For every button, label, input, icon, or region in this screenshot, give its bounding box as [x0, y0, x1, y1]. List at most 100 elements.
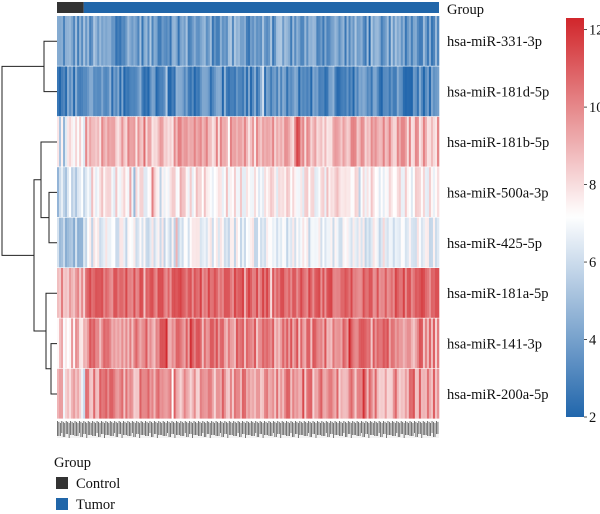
heatmap-cell [225, 217, 229, 268]
heatmap-cell [197, 368, 201, 419]
heatmap-cell [209, 217, 213, 268]
heatmap-cell [382, 116, 386, 167]
heatmap-cell [378, 268, 381, 318]
heatmap-cell [352, 66, 355, 117]
colname-mark [396, 421, 398, 433]
colname-mark [416, 423, 418, 437]
dendrogram-branch [50, 343, 57, 395]
heatmap-cell [179, 217, 182, 268]
heatmap-cell [67, 66, 70, 117]
heatmap-cell [256, 268, 259, 318]
heatmap-cell [332, 16, 335, 66]
heatmap-cell [306, 116, 309, 167]
heatmap-cell [137, 16, 140, 66]
heatmap-cell [63, 268, 66, 318]
heatmap-cell [167, 116, 170, 167]
heatmap-cell [241, 167, 245, 217]
heatmap-cell [392, 66, 396, 117]
heatmap-cell [328, 268, 331, 318]
heatmap-cell [227, 66, 231, 117]
heatmap-cell [173, 116, 176, 167]
heatmap-cell [272, 16, 275, 66]
colname-mark [281, 421, 283, 435]
heatmap-cell [260, 268, 263, 318]
colname-mark [156, 423, 158, 438]
heatmap-cell [239, 167, 243, 217]
heatmap-cell [332, 116, 335, 167]
heatmap-cell [167, 217, 170, 268]
heatmap-cell [430, 368, 434, 419]
heatmap-cell [406, 16, 410, 66]
heatmap-cell [175, 268, 178, 318]
heatmap-cell [231, 318, 235, 369]
heatmap-cell [189, 66, 192, 117]
heatmap-cell [390, 66, 394, 117]
heatmap-cell [360, 368, 363, 419]
heatmap-cell [258, 268, 261, 318]
heatmap-cell [133, 318, 136, 369]
heatmap-cell [248, 66, 251, 117]
heatmap-cell [153, 66, 156, 117]
heatmap-cell [159, 66, 162, 117]
heatmap-cell [237, 167, 241, 217]
heatmap-cell [223, 16, 227, 66]
colname-mark [212, 422, 214, 435]
heatmap-cell [85, 217, 88, 268]
heatmap-cell [318, 16, 321, 66]
heatmap-cell [163, 66, 166, 117]
heatmap-cell [422, 16, 426, 66]
heatmap-cell [344, 167, 347, 217]
heatmap-cell [414, 66, 418, 117]
colname-mark [322, 422, 324, 436]
heatmap-cell [296, 318, 299, 369]
colname-mark [99, 423, 101, 437]
heatmap-cell [296, 268, 299, 318]
heatmap-cell [400, 318, 404, 369]
column-names-strip [57, 421, 439, 438]
heatmap-cell [121, 217, 124, 268]
heatmap-cell [237, 66, 241, 117]
heatmap-cell [115, 66, 118, 117]
heatmap-cell [163, 318, 166, 369]
heatmap-cell [141, 217, 144, 268]
heatmap-cell [274, 66, 277, 117]
heatmap-cell [276, 368, 279, 419]
heatmap-cell [348, 116, 351, 167]
heatmap-cell [348, 268, 351, 318]
heatmap-cell [157, 217, 160, 268]
heatmap-cell [207, 217, 211, 268]
heatmap-cell [342, 318, 345, 369]
heatmap-cell [123, 217, 126, 268]
heatmap-cell [123, 167, 126, 217]
heatmap-cell [237, 368, 241, 419]
heatmap-cell [258, 318, 261, 369]
heatmap-cell [318, 318, 321, 369]
row-label: hsa-miR-331-3p [447, 34, 542, 50]
heatmap-cell [123, 268, 126, 318]
colname-mark [389, 422, 390, 435]
heatmap-cell [219, 167, 223, 217]
heatmap-cell [143, 217, 146, 268]
colname-mark [90, 423, 92, 435]
heatmap-cell [418, 268, 422, 318]
heatmap-cell [326, 368, 329, 419]
heatmap-cell [125, 268, 128, 318]
heatmap-cell [382, 368, 386, 419]
heatmap-cell [129, 268, 132, 318]
heatmap-cell [348, 66, 351, 117]
heatmap-cell [300, 217, 303, 268]
heatmap-cell [364, 16, 367, 66]
heatmap-cell [266, 318, 269, 369]
heatmap-cell [286, 66, 289, 117]
heatmap-cell [430, 318, 434, 369]
heatmap-cell [185, 116, 188, 167]
heatmap-cell [59, 66, 62, 117]
heatmap-cell [65, 268, 68, 318]
heatmap-cell [233, 116, 237, 167]
heatmap-cell [338, 318, 341, 369]
colname-mark [161, 423, 163, 435]
heatmap-cell [175, 116, 178, 167]
heatmap-cell [133, 167, 136, 217]
heatmap-cell [254, 217, 257, 268]
